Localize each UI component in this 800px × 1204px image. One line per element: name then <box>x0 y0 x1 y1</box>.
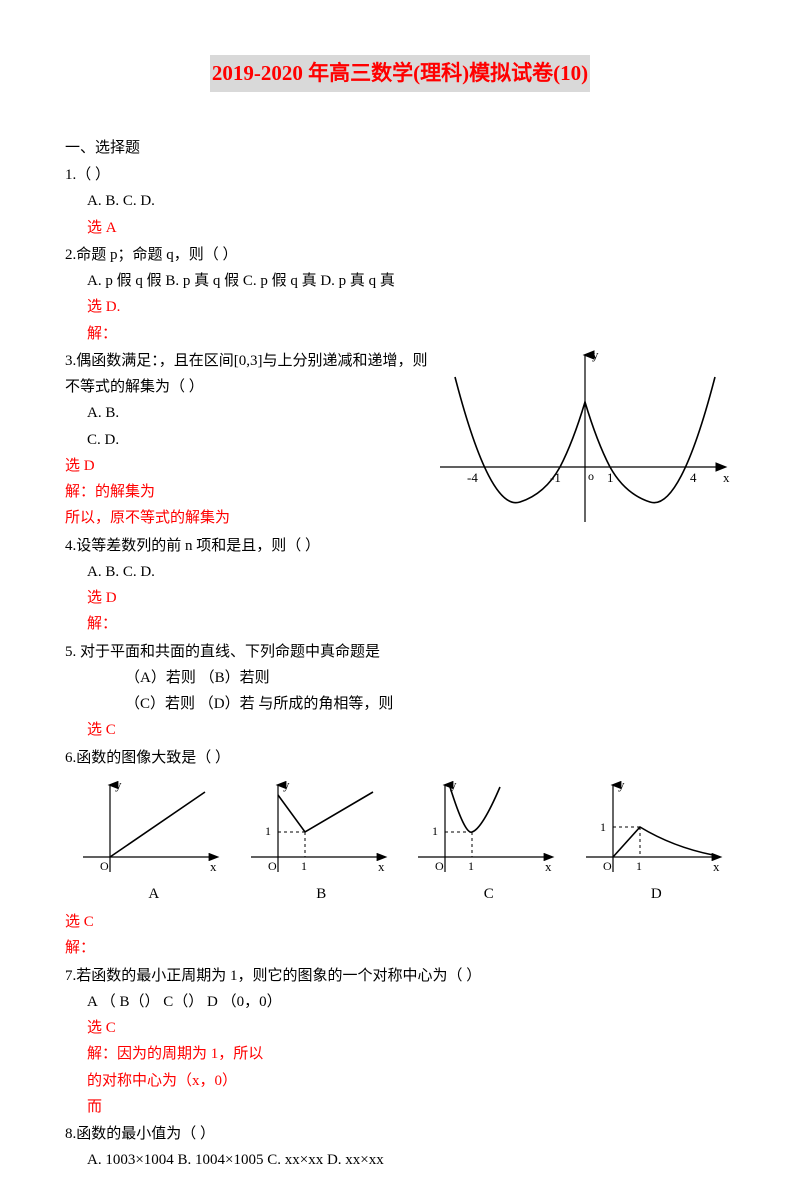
q6-label-c: C <box>410 881 568 907</box>
q4-options: A. B. C. D. <box>65 559 435 585</box>
q3-answer: 选 D <box>65 453 435 479</box>
question-1: 1.（ ） A. B. C. D. 选 A <box>65 162 735 241</box>
q8-stem: 8.函数的最小值为（ ） <box>65 1121 735 1147</box>
question-3: 3.偶函数满足：，且在区间[0,3]与上分别递减和递增，则不等式的解集为（ ） … <box>65 348 435 532</box>
q8-options: A. 1003×1004 B. 1004×1005 C. xx×xx D. xx… <box>65 1147 735 1173</box>
question-5: 5. 对于平面和共面的直线、下列命题中真命题是 （A）若则 （B）若则 （C）若… <box>65 639 735 744</box>
origin: O <box>435 859 444 873</box>
q3-solution-2: 所以，原不等式的解集为 <box>65 505 435 531</box>
xtick-1: 1 <box>636 859 642 873</box>
q6-solution: 解： <box>65 935 735 961</box>
origin: O <box>603 859 612 873</box>
q7-options: A （ B（） C（） D （0，0） <box>65 989 735 1015</box>
axis-y: y <box>618 777 625 792</box>
q6-answer: 选 C <box>65 909 735 935</box>
axis-x: x <box>378 859 385 874</box>
origin: O <box>100 859 109 873</box>
ytick-1: 1 <box>600 820 606 834</box>
q2-stem: 2.命题 p；命题 q，则（ ） <box>65 242 735 268</box>
xtick-1: 1 <box>607 470 614 485</box>
section-heading: 一、选择题 <box>65 135 735 161</box>
q6-label-b: B <box>243 881 401 907</box>
q6-graph-c: 1 1 y x O <box>410 777 560 877</box>
x-axis-label: x <box>723 470 730 485</box>
q5-answer: 选 C <box>65 717 735 743</box>
y-axis-label: y <box>592 347 599 362</box>
q1-answer: 选 A <box>65 215 735 241</box>
even-function-graph: y x o -4 -1 1 4 <box>435 347 735 527</box>
q4-answer: 选 D <box>65 585 435 611</box>
q5-options-cd: （C）若则 （D）若 与所成的角相等，则 <box>65 691 735 717</box>
q7-solution-3: 而 <box>65 1094 735 1120</box>
xtick-1: 1 <box>301 859 307 873</box>
q4-solution: 解： <box>65 611 435 637</box>
q5-stem: 5. 对于平面和共面的直线、下列命题中真命题是 <box>65 639 735 665</box>
q7-answer: 选 C <box>65 1015 735 1041</box>
axis-y: y <box>115 777 122 792</box>
xtick-4: 4 <box>690 470 697 485</box>
q5-options-ab: （A）若则 （B）若则 <box>65 665 735 691</box>
axis-x: x <box>210 859 217 874</box>
q6-stem: 6.函数的图像大致是（ ） <box>65 745 735 771</box>
q3-options-cd: C. D. <box>65 427 435 453</box>
q6-graph-row: y x O A 1 1 y x O B <box>75 777 735 907</box>
q1-stem: 1.（ ） <box>65 162 735 188</box>
question-4: 4.设等差数列的前 n 项和是且，则（ ） A. B. C. D. 选 D 解： <box>65 533 435 638</box>
question-7: 7.若函数的最小正周期为 1，则它的图象的一个对称中心为（ ） A （ B（） … <box>65 963 735 1121</box>
page-title: 2019-2020 年高三数学(理科)模拟试卷(10) <box>210 55 590 92</box>
q2-solution: 解： <box>65 321 735 347</box>
question-8: 8.函数的最小值为（ ） A. 1003×1004 B. 1004×1005 C… <box>65 1121 735 1174</box>
q7-solution-1: 解：因为的周期为 1，所以 <box>65 1041 735 1067</box>
q7-solution-2: 的对称中心为（x，0） <box>65 1068 735 1094</box>
q3-options-ab: A. B. <box>65 400 435 426</box>
question-3-4-row: 3.偶函数满足：，且在区间[0,3]与上分别递减和递增，则不等式的解集为（ ） … <box>65 347 735 638</box>
axis-x: x <box>545 859 552 874</box>
xtick-1: 1 <box>468 859 474 873</box>
q6-label-d: D <box>578 881 736 907</box>
origin-label: o <box>588 469 594 483</box>
q7-stem: 7.若函数的最小正周期为 1，则它的图象的一个对称中心为（ ） <box>65 963 735 989</box>
q2-answer: 选 D. <box>65 294 735 320</box>
origin: O <box>268 859 277 873</box>
q4-stem: 4.设等差数列的前 n 项和是且，则（ ） <box>65 533 435 559</box>
q6-graph-b: 1 1 y x O <box>243 777 393 877</box>
q2-options: A. p 假 q 假 B. p 真 q 假 C. p 假 q 真 D. p 真 … <box>65 268 735 294</box>
axis-y: y <box>283 777 290 792</box>
axis-y: y <box>450 777 457 792</box>
xtick-neg4: -4 <box>467 470 478 485</box>
question-2: 2.命题 p；命题 q，则（ ） A. p 假 q 假 B. p 真 q 假 C… <box>65 242 735 347</box>
q3-solution-1: 解：的解集为 <box>65 479 435 505</box>
ytick-1: 1 <box>432 824 438 838</box>
q1-options: A. B. C. D. <box>65 188 735 214</box>
ytick-1: 1 <box>265 824 271 838</box>
question-6: 6.函数的图像大致是（ ） y x O A <box>65 745 735 962</box>
q3-stem: 3.偶函数满足：，且在区间[0,3]与上分别递减和递增，则不等式的解集为（ ） <box>65 348 435 401</box>
axis-x: x <box>713 859 720 874</box>
xtick-neg1: -1 <box>550 470 561 485</box>
q6-label-a: A <box>75 881 233 907</box>
q6-graph-d: 1 1 y x O <box>578 777 728 877</box>
q6-graph-a: y x O <box>75 777 225 877</box>
